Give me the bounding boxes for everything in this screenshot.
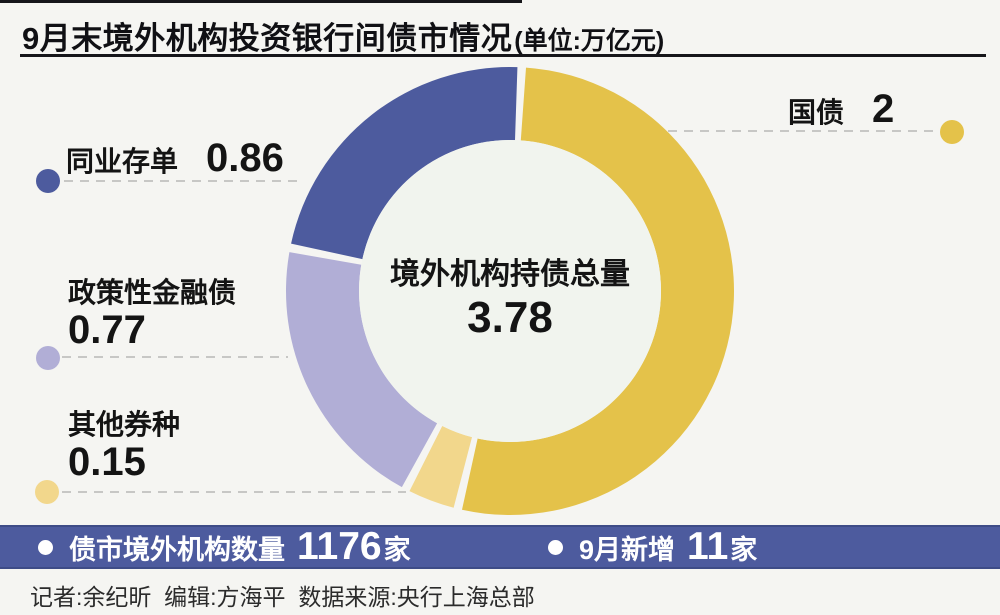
donut-inner-circle: [359, 140, 661, 442]
leader-line-zhengcexing: [62, 356, 288, 358]
legend-dot-zhengcexing: [36, 346, 60, 370]
stat-foreign-institution-count: 债市境外机构数量 1176 家: [38, 525, 411, 568]
callout-guozhai: 国债 2: [788, 88, 894, 130]
donut-segment-qita: [409, 425, 472, 508]
bullet-icon: [38, 539, 53, 555]
page-title: 9月末境外机构投资银行间债市情况 (单位:万亿元): [22, 13, 664, 58]
donut-segment-zhengce: [286, 252, 438, 488]
leader-line-guozhai: [668, 130, 934, 132]
donut-svg: [286, 67, 734, 515]
segment-label: 国债: [788, 97, 845, 128]
stat-suffix: 家: [730, 534, 758, 565]
stat-value: 11: [687, 525, 729, 568]
segment-label: 其他券种: [68, 409, 181, 440]
leader-line-qitaquanzhong: [62, 491, 406, 493]
stat-suffix: 家: [383, 534, 411, 565]
title-underline: [20, 54, 986, 57]
segment-value: 2: [872, 87, 895, 131]
donut-segment-tongye: [291, 67, 518, 260]
top-rule: [0, 0, 522, 3]
donut-center-value: 3.78: [467, 293, 553, 342]
callout-zhengcexing: 政策性金融债 0.77: [68, 277, 236, 351]
callout-tongyecundan: 同业存单 0.86: [66, 137, 284, 179]
donut-chart: [280, 61, 740, 521]
stat-september-new: 9月新增 11 家: [548, 525, 758, 568]
legend-dot-tongyecundan: [36, 169, 60, 193]
segment-value: 0.15: [68, 440, 146, 485]
page-title-text: 9月末境外机构投资银行间债市情况: [22, 21, 513, 56]
legend-dot-qitaquanzhong: [35, 480, 59, 504]
donut-center-label: 境外机构持债总量: [390, 258, 630, 291]
donut-segment-guozhai: [461, 67, 734, 515]
stat-value: 1176: [297, 525, 382, 568]
stat-label: 债市境外机构数量: [69, 534, 285, 565]
credits-line: 记者:余纪昕 编辑:方海平 数据来源:央行上海总部: [30, 584, 535, 610]
page-title-unit: (单位:万亿元): [514, 27, 665, 55]
bullet-icon: [548, 539, 563, 555]
leader-line-tongyecundan: [64, 180, 304, 182]
segment-value: 0.77: [68, 308, 146, 353]
segment-value: 0.86: [206, 136, 284, 180]
callout-qitaquanzhong: 其他券种 0.15: [68, 409, 180, 483]
stat-label: 9月新增: [579, 534, 676, 565]
segment-label: 同业存单: [66, 146, 179, 177]
segment-label: 政策性金融债: [68, 277, 237, 308]
stats-band: 债市境外机构数量 1176 家 9月新增 11 家: [0, 525, 1000, 569]
legend-dot-guozhai: [940, 120, 964, 144]
